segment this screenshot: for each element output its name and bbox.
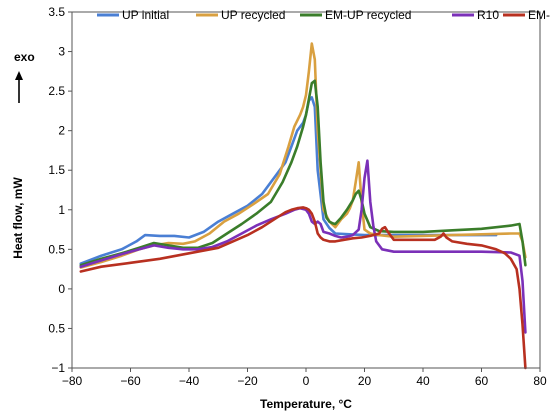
exo-annotation: exo <box>14 50 35 64</box>
legend-label: UP initial <box>122 8 169 22</box>
y-tick-label: 0 <box>58 282 65 296</box>
y-tick-label: 3.5 <box>48 5 65 19</box>
x-tick-label: −40 <box>179 374 200 388</box>
exo-arrow-icon <box>15 71 23 103</box>
x-tick-label: −80 <box>62 374 83 388</box>
x-tick-label: −60 <box>120 374 141 388</box>
y-axis-title: Heat flow, mW <box>11 177 25 259</box>
plot-frame <box>71 11 541 369</box>
legend-label: EM-UP recycled <box>325 8 411 22</box>
x-tick-label: 60 <box>475 374 489 388</box>
x-tick-label: −20 <box>237 374 258 388</box>
y-tick-label: 2 <box>58 124 65 138</box>
y-tick-label: 2.5 <box>48 84 65 98</box>
x-tick-label: 20 <box>358 374 372 388</box>
x-tick-label: 0 <box>303 374 310 388</box>
y-tick-label: 3 <box>58 45 65 59</box>
x-tick-label: 80 <box>533 374 547 388</box>
axes: −80 −60 −40 −20 0 20 40 60 80 3.5 3 2.5 2 1.5 1 0.5 0 0.5… <box>48 5 547 388</box>
y-tick-label: 0.5 <box>48 321 65 335</box>
plot-lines <box>79 42 527 370</box>
y-tick-label: 1.5 <box>48 163 65 177</box>
series-line-em-r10 <box>79 206 527 370</box>
x-axis-title: Temperature, °C <box>260 397 352 411</box>
legend-label: EM-R10 <box>528 8 550 22</box>
series-line-r10 <box>79 159 527 334</box>
y-tick-label: 1 <box>58 203 65 217</box>
legend: UP initial UP recycled EM-UP recycled R10 EM… <box>97 8 550 22</box>
series-line-up-recycled <box>79 42 527 269</box>
y-tick-label: −1 <box>51 361 65 375</box>
x-tick-label: 40 <box>416 374 430 388</box>
y-tick-label: 0.5 <box>48 242 65 256</box>
legend-label: UP recycled <box>221 8 285 22</box>
legend-label: R10 <box>477 8 499 22</box>
